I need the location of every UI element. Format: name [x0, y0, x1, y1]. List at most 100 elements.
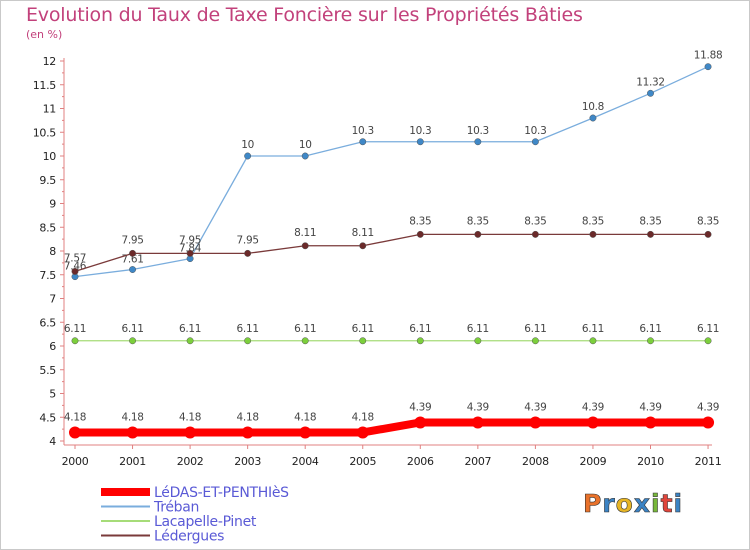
data-point — [416, 337, 424, 345]
data-point — [414, 416, 427, 429]
data-label: 10.3 — [352, 125, 374, 137]
y-tick-label: 7.5 — [39, 269, 56, 282]
data-point — [359, 242, 367, 250]
data-label: 6.11 — [639, 323, 661, 335]
data-label: 7.95 — [121, 234, 143, 246]
data-point — [244, 249, 252, 257]
data-point — [241, 426, 254, 439]
data-point — [531, 337, 539, 345]
data-point — [586, 416, 599, 429]
y-tick-label: 8.5 — [39, 221, 56, 234]
data-point — [71, 267, 79, 275]
series-line — [74, 233, 709, 273]
y-tick-label: 5.5 — [39, 364, 56, 377]
data-point — [299, 426, 312, 439]
data-label: 7.95 — [237, 234, 259, 246]
x-tick-label: 2000 — [62, 455, 89, 468]
data-point — [474, 337, 482, 345]
data-label: 10.3 — [524, 125, 546, 137]
data-point — [184, 426, 197, 439]
data-point — [244, 337, 252, 345]
data-label: 10.3 — [467, 125, 489, 137]
data-label: 7.84 — [179, 243, 202, 255]
data-label: 4.39 — [409, 401, 431, 413]
proxiti-logo: Proxiti — [583, 489, 684, 519]
data-label: 8.35 — [639, 215, 661, 227]
data-label: 8.11 — [294, 227, 316, 239]
data-point — [71, 337, 79, 345]
data-label: 4.39 — [697, 401, 719, 413]
data-point — [359, 337, 367, 345]
data-point — [186, 337, 194, 345]
legend-label: Lacapelle-Pinet — [154, 514, 257, 530]
data-label: 8.35 — [409, 215, 431, 227]
series-2: 6.11 6.11 6.11 6.11 6.11 6.11 6.11 6.11 6.11 6.11… — [64, 323, 719, 345]
data-point — [301, 152, 309, 160]
data-label: 10 — [299, 139, 312, 151]
series-3: 7.57 7.95 7.95 7.95 8.11 8.11 8.35 8.35 8.35 8.35… — [64, 215, 719, 275]
data-label: 4.39 — [524, 401, 546, 413]
y-tick-label: 9.5 — [39, 174, 56, 187]
y-tick-label: 6 — [49, 340, 56, 353]
data-point — [356, 426, 369, 439]
data-point — [126, 426, 139, 439]
x-tick-label: 2001 — [119, 455, 146, 468]
data-label: 6.11 — [179, 323, 201, 335]
data-point — [589, 337, 597, 345]
data-label: 4.18 — [294, 411, 316, 423]
data-label: 4.39 — [639, 401, 661, 413]
chart-title: Evolution du Taux de Taxe Foncière sur l… — [26, 4, 583, 26]
data-label: 8.35 — [582, 215, 604, 227]
data-label: 4.18 — [179, 411, 201, 423]
data-label: 8.35 — [697, 215, 719, 227]
y-tick-label: 11.5 — [33, 79, 57, 92]
data-label: 6.11 — [409, 323, 431, 335]
data-point — [69, 426, 81, 439]
legend-label: LéDAS-ET-PENTHIèS — [154, 485, 289, 501]
data-label: 6.11 — [121, 323, 143, 335]
data-point — [416, 230, 424, 238]
data-label: 7.95 — [179, 234, 201, 246]
data-label: 6.11 — [294, 323, 316, 335]
legend-label: Tréban — [153, 500, 199, 516]
legend-label: Lédergues — [154, 529, 224, 545]
chart-axes: 4 4.5 5 5.5 6 6.5 7 7.5 8 8.5 9 9.5 10 10.5 11 11.5 12 20… — [33, 55, 722, 468]
y-tick-label: 6.5 — [39, 316, 56, 329]
data-point — [647, 89, 654, 97]
y-tick-label: 4 — [49, 435, 56, 448]
data-label: 6.11 — [237, 323, 259, 335]
series-0: 4.18 4.18 4.18 4.18 4.18 4.18 4.39 4.39 4.39 4.39… — [64, 401, 719, 439]
data-point — [644, 416, 657, 429]
x-tick-label: 2005 — [349, 455, 376, 468]
logo-letter: x — [633, 489, 651, 519]
series-line — [71, 418, 713, 437]
data-point — [186, 249, 194, 257]
data-label: 6.11 — [467, 323, 489, 335]
data-label: 4.39 — [467, 401, 489, 413]
data-label: 8.35 — [524, 215, 546, 227]
data-point — [704, 230, 712, 238]
data-label: 8.11 — [352, 227, 374, 239]
data-point — [531, 138, 539, 146]
data-point — [589, 230, 597, 238]
logo-letter: i — [673, 489, 684, 519]
data-label: 7.61 — [121, 254, 143, 266]
data-point — [416, 138, 424, 146]
data-label: 6.11 — [582, 323, 604, 335]
y-tick-label: 11 — [43, 103, 56, 116]
data-point — [589, 114, 597, 122]
data-point — [301, 337, 309, 345]
data-label: 7.57 — [64, 252, 86, 264]
x-tick-label: 2003 — [234, 455, 261, 468]
data-label: 6.11 — [64, 323, 86, 335]
data-label: 11.88 — [694, 50, 723, 62]
data-point — [647, 337, 654, 345]
data-label: 6.11 — [352, 323, 374, 335]
data-label: 4.18 — [64, 411, 86, 423]
chart-legend: LéDAS-ET-PENTHIèSTrébanLacapelle-PinetLé… — [101, 485, 289, 545]
x-tick-label: 2010 — [637, 455, 664, 468]
data-point — [129, 266, 137, 273]
data-point — [244, 152, 252, 160]
logo-letter: i — [651, 489, 661, 519]
